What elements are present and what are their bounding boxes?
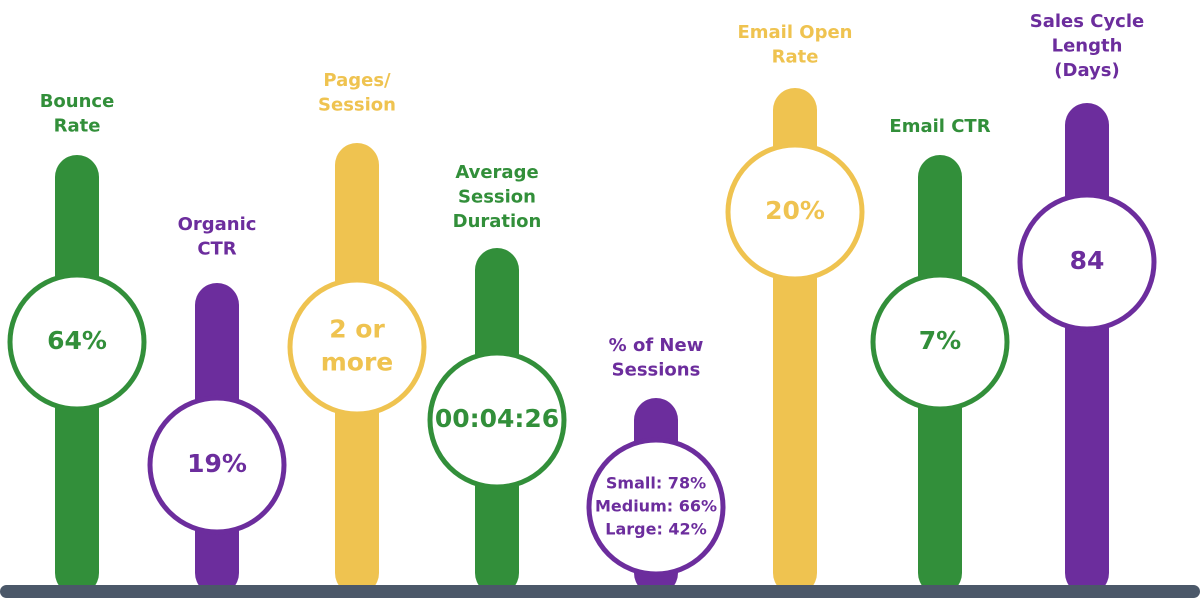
metric-label: CTR <box>197 239 236 260</box>
metric-label: Bounce <box>40 91 115 112</box>
metric-label: Pages/ <box>323 70 391 91</box>
metric-label: Rate <box>772 47 819 68</box>
metric-label: Duration <box>453 211 542 232</box>
value-circle <box>586 437 726 577</box>
metric-label: Length <box>1052 36 1123 57</box>
value-circle <box>870 272 1010 412</box>
value-circle <box>287 277 427 417</box>
value-circle <box>427 350 567 490</box>
metric-value: 64% <box>47 326 107 355</box>
baseline <box>0 585 1200 598</box>
metric-label: Sessions <box>612 360 701 381</box>
metric-label: Organic <box>178 214 257 235</box>
metric-label: (Days) <box>1054 60 1119 81</box>
metric-value: Large: 42% <box>605 520 706 539</box>
metric-label: Session <box>318 95 396 116</box>
metric-value: more <box>321 348 394 377</box>
metric-label: Average <box>455 162 538 183</box>
metric-value: Medium: 66% <box>595 497 717 516</box>
metric-value: 7% <box>919 326 961 355</box>
metric-label: Email Open <box>737 22 852 43</box>
metric-label: Session <box>458 187 536 208</box>
pillar <box>1065 103 1109 595</box>
metric-value: 00:04:26 <box>435 404 559 433</box>
value-circle <box>725 142 865 282</box>
metric-label: % of New <box>609 335 704 356</box>
metric-value: 2 or <box>329 315 385 344</box>
value-circle <box>1017 192 1157 332</box>
value-circle <box>147 395 287 535</box>
metric-label: Email CTR <box>889 116 990 137</box>
metric-label: Sales Cycle <box>1030 11 1144 32</box>
value-circle <box>7 272 147 412</box>
metric-value: Small: 78% <box>606 474 706 493</box>
metric-value: 20% <box>765 196 825 225</box>
metric-value: 84 <box>1070 246 1105 275</box>
metric-label: Rate <box>54 116 101 137</box>
metric-value: 19% <box>187 449 247 478</box>
